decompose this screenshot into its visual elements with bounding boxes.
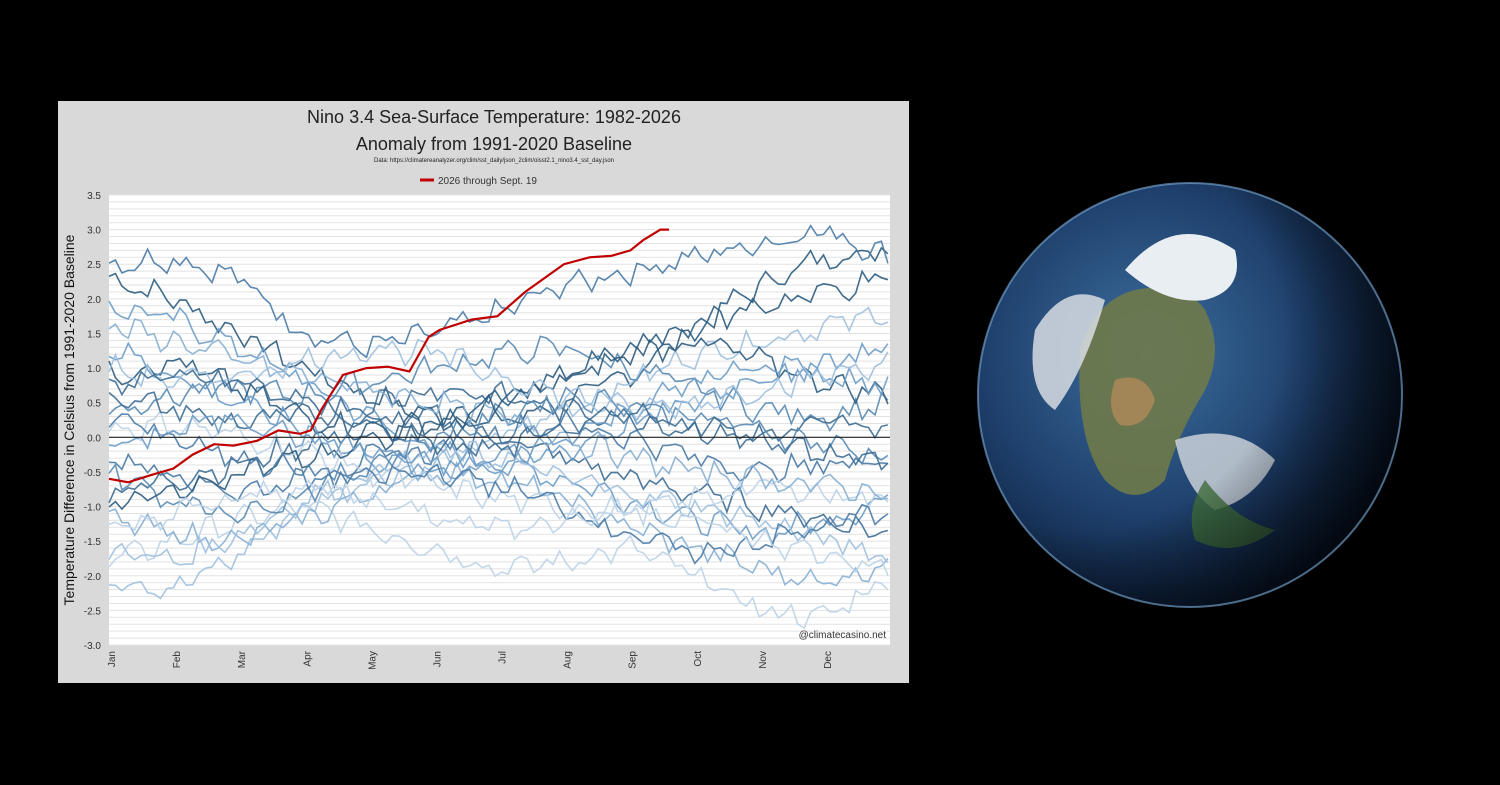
background-series-line xyxy=(108,338,889,422)
background-series-line xyxy=(108,269,889,511)
y-tick-label: 2.5 xyxy=(87,260,101,271)
y-tick-label: -1.5 xyxy=(84,537,102,548)
x-tick-label: Jun xyxy=(432,651,443,667)
x-axis-ticks: Jan Feb Mar Apr May Jun Jul Aug Sep Oct Nov Dec xyxy=(107,650,834,670)
background-series-line xyxy=(108,498,889,630)
chart-title: Nino 3.4 Sea-Surface Temperature: 1982-2… xyxy=(307,107,681,127)
x-tick-label: Aug xyxy=(563,651,574,669)
earth-globe xyxy=(977,182,1403,608)
x-tick-label: Feb xyxy=(172,651,183,669)
y-tick-label: -2.5 xyxy=(84,606,102,617)
y-tick-label: -0.5 xyxy=(84,468,102,479)
background-series-line xyxy=(108,413,889,565)
watermark: @climatecasino.net xyxy=(799,630,887,641)
chart-subtitle: Anomaly from 1991-2020 Baseline xyxy=(356,134,632,154)
background-series-line xyxy=(108,337,889,442)
y-tick-label: 0.0 xyxy=(87,433,101,444)
chart-svg: Nino 3.4 Sea-Surface Temperature: 1982-2… xyxy=(61,107,890,670)
y-tick-label: -3.0 xyxy=(84,641,102,652)
chart-panel: Nino 3.4 Sea-Surface Temperature: 1982-2… xyxy=(58,101,909,683)
y-tick-label: 1.5 xyxy=(87,329,101,340)
legend-label: 2026 through Sept. 19 xyxy=(438,176,537,187)
background-series-line xyxy=(108,318,888,502)
x-tick-label: Dec xyxy=(823,651,834,669)
background-series-line xyxy=(108,368,889,472)
background-series-line xyxy=(108,246,889,432)
y-tick-label: 3.5 xyxy=(87,191,101,202)
y-tick-label: -1.0 xyxy=(84,503,102,514)
y-tick-label: 1.0 xyxy=(87,364,101,375)
y-tick-label: 3.0 xyxy=(87,226,101,237)
background-series-line xyxy=(108,404,889,539)
x-tick-label: Mar xyxy=(237,650,248,668)
y-tick-label: -2.0 xyxy=(84,572,102,583)
background-series-line xyxy=(108,359,889,478)
x-tick-label: Jan xyxy=(107,651,118,667)
background-series-line xyxy=(108,300,889,545)
x-tick-label: May xyxy=(367,651,378,670)
x-tick-label: Nov xyxy=(758,651,769,669)
series-2026-line xyxy=(108,228,669,484)
x-tick-label: Oct xyxy=(693,651,704,667)
background-series-line xyxy=(108,380,889,446)
y-tick-label: 0.5 xyxy=(87,399,101,410)
background-series-line xyxy=(108,224,889,359)
legend: 2026 through Sept. 19 xyxy=(420,176,537,187)
y-tick-label: 2.0 xyxy=(87,295,101,306)
background-series-line xyxy=(108,479,889,576)
x-tick-label: Sep xyxy=(628,651,639,669)
x-tick-label: Jul xyxy=(498,651,509,664)
background-series-line xyxy=(108,341,889,480)
x-tick-label: Apr xyxy=(302,650,313,666)
y-axis-ticks: 3.5 3.0 2.5 2.0 1.5 1.0 0.5 0.0 -0.5 -1.0 -1.5 -2.0… xyxy=(84,191,102,652)
background-series-line xyxy=(108,460,889,587)
earth-image xyxy=(975,180,1405,610)
background-series-group xyxy=(108,224,889,630)
chart-source: Data: https://climatereanalyzer.org/clim… xyxy=(374,158,614,164)
plot-area xyxy=(109,195,890,645)
background-series-line xyxy=(108,440,889,566)
y-axis-label: Temperature Difference in Celsius from 1… xyxy=(61,234,77,605)
